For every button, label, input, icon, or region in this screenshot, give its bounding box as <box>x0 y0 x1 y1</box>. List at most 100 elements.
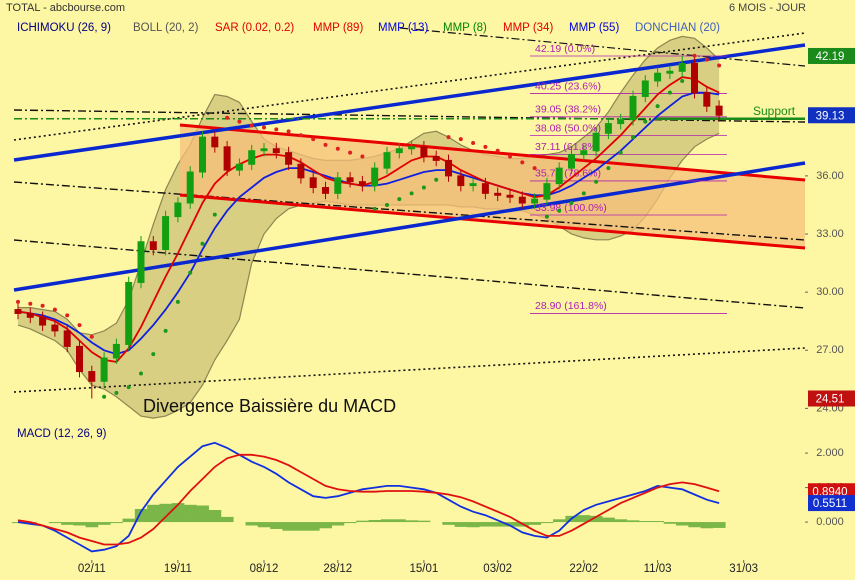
candle-body <box>420 146 428 158</box>
histogram-bar <box>220 516 234 523</box>
sar-dot <box>225 115 230 120</box>
sar-dot <box>581 191 586 196</box>
sar-dot <box>151 352 156 357</box>
legend-entry: MMP (55) <box>569 22 619 34</box>
histogram-bar <box>196 505 209 523</box>
sar-dot <box>348 150 353 155</box>
channel-line <box>179 193 806 250</box>
candle-body <box>568 154 575 169</box>
candle-body <box>518 196 526 204</box>
sar-dot <box>680 78 685 83</box>
fib-label: 40.25 (23.6%) <box>535 80 601 92</box>
legend-entry: BOLL (20, 2) <box>133 22 199 34</box>
sar-dot <box>520 160 525 165</box>
sar-dot <box>298 133 303 138</box>
candle-body <box>358 181 366 187</box>
macd-line <box>17 441 720 553</box>
fib-label: 37.11 (61.8%) <box>535 141 600 153</box>
candle-body <box>334 177 342 194</box>
candle-body <box>371 167 379 187</box>
candle-body <box>285 152 293 165</box>
sar-dot <box>200 241 205 246</box>
trend-line <box>13 239 806 309</box>
histogram-bar <box>122 518 136 523</box>
value-box-label: 42.19 <box>816 51 845 63</box>
histogram-bar <box>257 522 271 528</box>
channel-fill <box>180 125 805 248</box>
channel-line <box>13 43 806 162</box>
candle-body <box>666 70 674 74</box>
sar-dot <box>532 166 537 171</box>
candle-body <box>186 171 194 204</box>
y-tick-label: 30.00 <box>816 286 844 298</box>
sar-dot <box>397 197 402 202</box>
candle-body <box>260 148 268 152</box>
sar-dot <box>594 179 599 184</box>
histogram-bar <box>171 503 185 523</box>
sar-dot <box>77 323 82 328</box>
sar-dot <box>311 137 316 142</box>
candle-body <box>346 177 354 183</box>
histogram-bar <box>528 522 542 525</box>
legend-entry: DONCHIAN (20) <box>635 22 720 34</box>
candle-body <box>494 192 502 196</box>
band-fill <box>18 36 720 419</box>
support-label: Support <box>753 104 796 118</box>
legend-entry: MMP (13) <box>378 22 428 34</box>
candle-body <box>112 343 120 359</box>
sar-dot <box>102 394 107 399</box>
candle-body <box>641 80 649 97</box>
y-tick-label: 2.000 <box>816 447 844 459</box>
histogram-bar <box>343 522 357 524</box>
candle-body <box>531 198 539 204</box>
candle-body <box>580 150 588 156</box>
histogram-bar <box>700 522 714 529</box>
sar-dot <box>618 150 623 155</box>
histogram-bar <box>589 515 603 523</box>
histogram-bar <box>676 522 689 526</box>
histogram-bar <box>712 522 726 528</box>
sar-dot <box>16 299 20 304</box>
histogram-bar <box>651 521 665 523</box>
x-tick-label: 22/02 <box>569 563 598 575</box>
sar-dot <box>274 127 279 132</box>
legend-entry: MMP (8) <box>443 22 487 34</box>
sar-dot <box>483 144 488 149</box>
macd-title: MACD (12, 26, 9) <box>17 428 107 440</box>
histogram-bar <box>639 521 652 523</box>
candle-body <box>445 159 452 177</box>
histogram-bar <box>331 522 345 526</box>
histogram-bar <box>614 519 628 523</box>
candle-body <box>383 152 391 169</box>
candle-body <box>76 345 83 373</box>
sar-dot <box>139 371 143 376</box>
sar-dot <box>421 185 426 190</box>
sar-dot <box>631 135 635 140</box>
sar-dot <box>175 299 180 304</box>
sar-dot <box>643 119 648 124</box>
chart-subtitle: 6 MOIS - JOUR <box>729 2 806 14</box>
histogram-bar <box>417 520 431 523</box>
candle-body <box>395 148 403 154</box>
candle-body <box>248 150 256 165</box>
candle-body <box>211 136 219 148</box>
candle-body <box>149 241 157 251</box>
histogram-bar <box>405 520 419 523</box>
x-tick-label: 19/11 <box>164 563 192 575</box>
sar-dot <box>458 137 463 142</box>
sar-dot <box>28 301 33 306</box>
sar-dot <box>40 303 45 308</box>
candle-body <box>481 183 489 194</box>
value-box <box>808 390 855 407</box>
candle-body <box>322 187 329 194</box>
sar-dot <box>323 142 328 147</box>
sar-dot <box>704 57 709 62</box>
value-box-label: 39.13 <box>816 110 845 122</box>
candle-body <box>26 312 34 318</box>
fib-label: 38.08 (50.0%) <box>535 122 601 134</box>
sar-dot <box>114 390 119 395</box>
candle-body <box>629 95 637 121</box>
candle-body <box>235 163 243 171</box>
candle-body <box>592 132 600 152</box>
histogram-bar <box>368 520 382 523</box>
